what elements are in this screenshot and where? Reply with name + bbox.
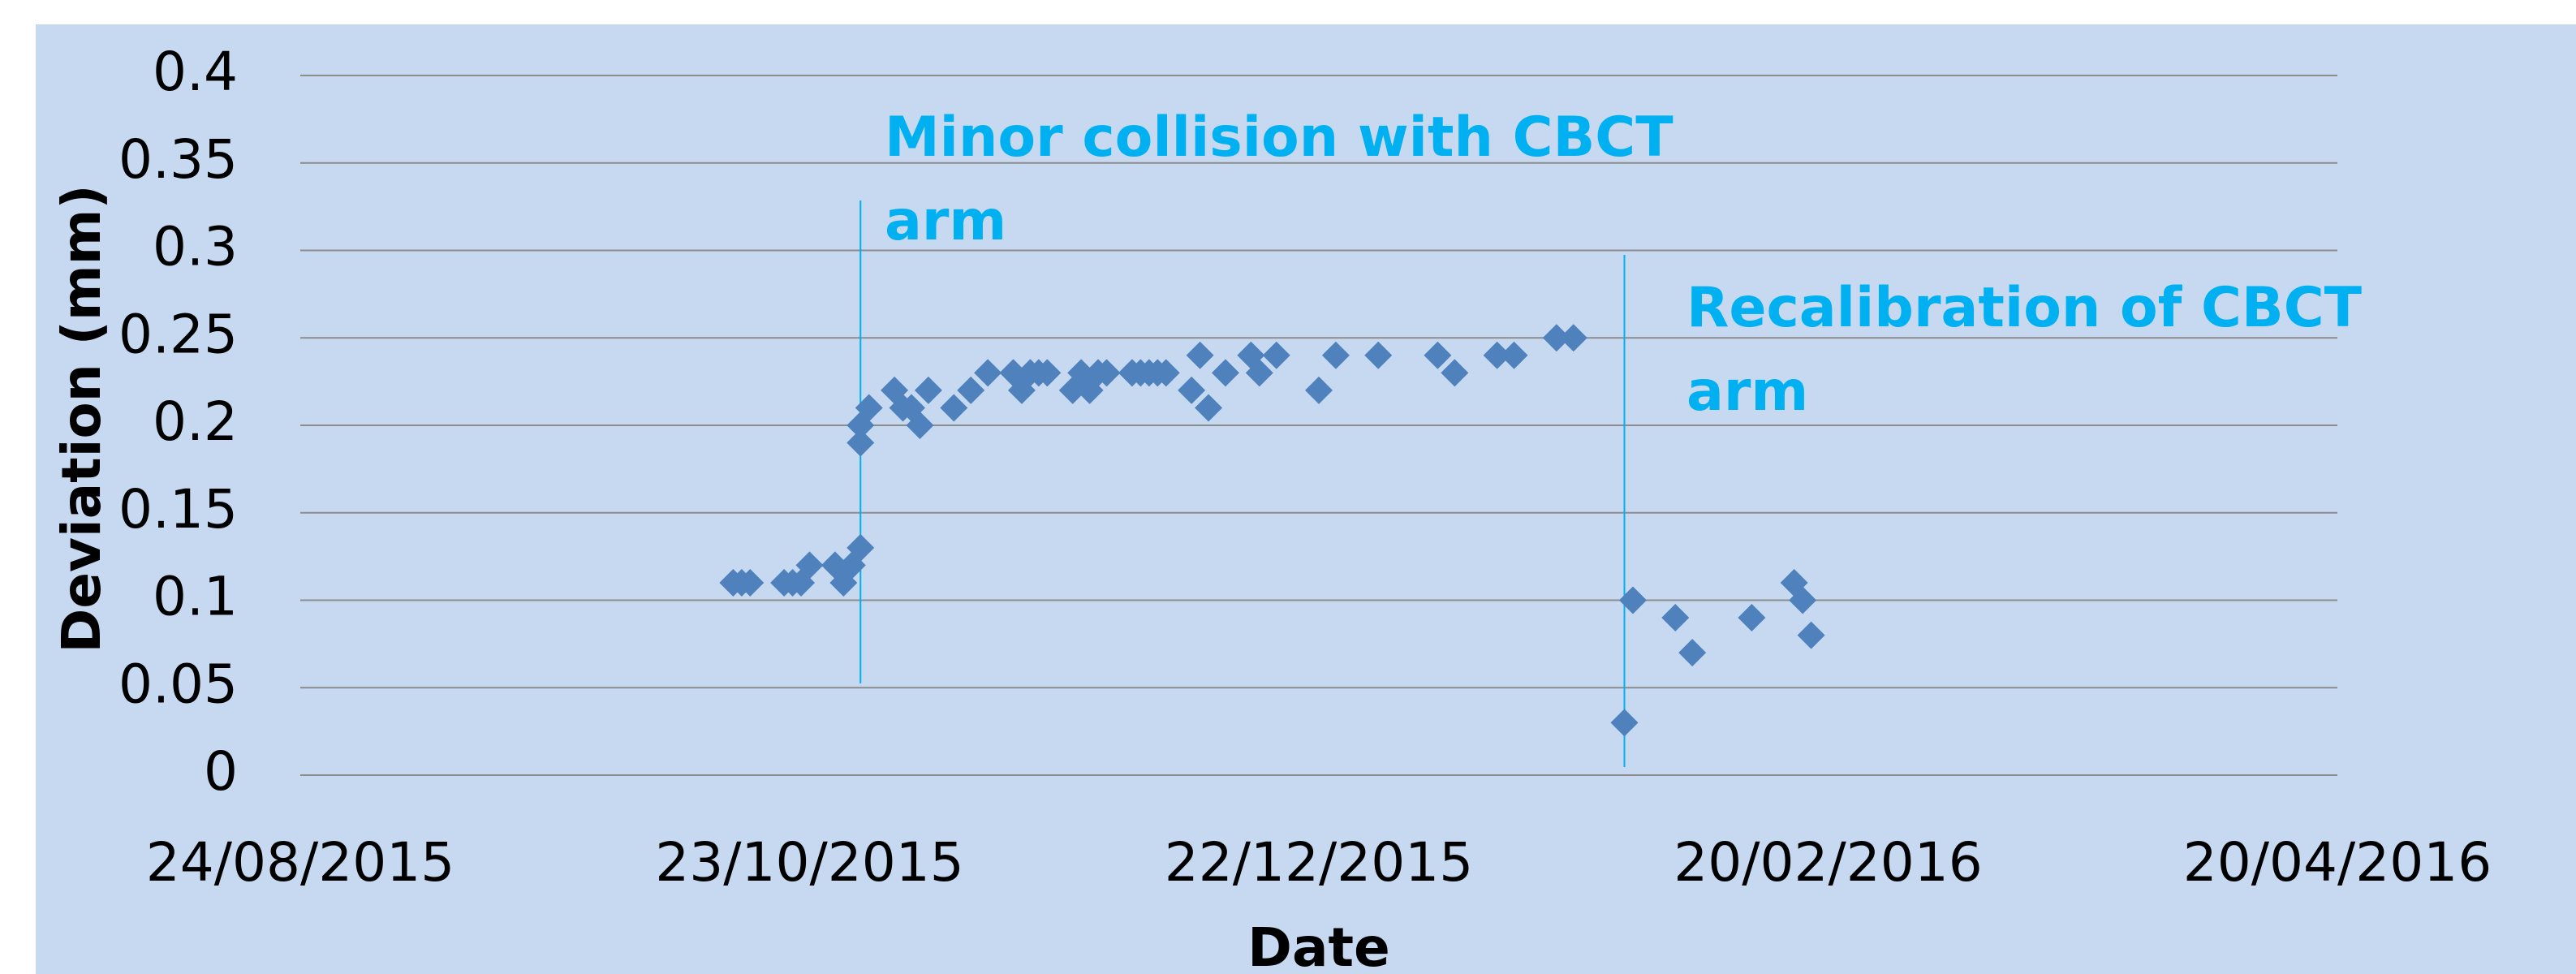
- point: [1321, 341, 1350, 369]
- point: [1542, 324, 1570, 352]
- chart-background: [36, 24, 2576, 974]
- point: [1245, 359, 1273, 387]
- point: [1618, 586, 1647, 614]
- point: [1092, 359, 1121, 387]
- point: [1152, 359, 1180, 387]
- point: [1424, 341, 1452, 369]
- x-tick-label: 20/02/2016: [1674, 831, 1982, 894]
- x-tick-label: 24/08/2015: [146, 831, 454, 894]
- point: [1610, 709, 1639, 737]
- annotation-text: Recalibration of CBCT arm: [1686, 276, 2363, 424]
- point: [940, 394, 968, 422]
- y-tick-label: 0.35: [118, 128, 238, 191]
- x-axis-title: Date: [1247, 916, 1390, 974]
- point: [1559, 324, 1587, 352]
- point: [1797, 621, 1825, 649]
- point: [1789, 586, 1817, 614]
- y-tick-label: 0.2: [153, 390, 238, 453]
- point: [736, 568, 765, 597]
- point: [1678, 639, 1707, 667]
- point: [974, 359, 1002, 387]
- y-tick-label: 0: [204, 740, 238, 803]
- point: [1262, 341, 1290, 369]
- annotation-box: Minor collision with CBCT arm: [885, 106, 1674, 253]
- point: [1211, 359, 1239, 387]
- point: [1483, 341, 1511, 369]
- point: [1500, 341, 1528, 369]
- y-tick-label: 0.15: [118, 478, 238, 541]
- x-tick-label: 22/12/2015: [1165, 831, 1473, 894]
- point: [1186, 341, 1214, 369]
- annotation-box: Recalibration of CBCT arm: [1686, 276, 2363, 424]
- point: [1178, 376, 1206, 404]
- point: [846, 429, 875, 457]
- point: [906, 412, 934, 439]
- annotation-text: Minor collision with CBCT arm: [885, 106, 1674, 253]
- y-tick-label: 0.1: [153, 566, 238, 628]
- point: [795, 551, 824, 580]
- y-axis-title: Deviation (mm): [50, 184, 113, 653]
- point: [846, 533, 875, 562]
- point: [1033, 359, 1062, 387]
- y-tick-label: 0.3: [153, 216, 238, 278]
- point: [1738, 604, 1766, 632]
- point: [1305, 376, 1333, 404]
- x-tick-label: 20/04/2016: [2183, 831, 2492, 894]
- y-tick-label: 0.05: [118, 653, 238, 715]
- x-tick-label: 23/10/2015: [655, 831, 963, 894]
- point: [914, 376, 942, 404]
- point: [1441, 359, 1469, 387]
- point: [1195, 394, 1223, 422]
- point: [855, 394, 883, 422]
- y-tick-label: 0.4: [153, 41, 238, 103]
- point: [957, 376, 985, 404]
- y-tick-label: 0.25: [118, 303, 238, 365]
- point: [1661, 604, 1690, 632]
- point: [1364, 341, 1393, 369]
